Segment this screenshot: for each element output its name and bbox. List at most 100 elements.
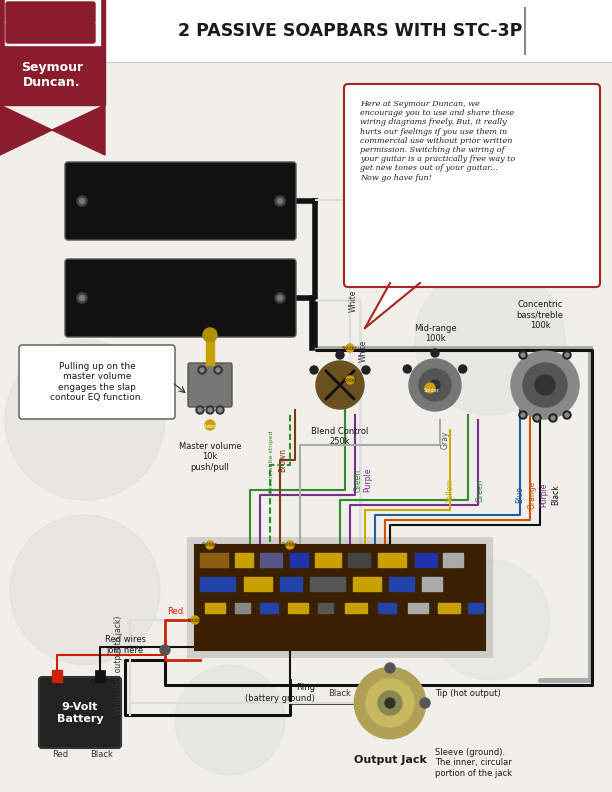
Circle shape xyxy=(336,351,344,359)
Circle shape xyxy=(208,408,212,412)
Bar xyxy=(235,603,250,613)
Text: Concentric
bass/treble
100k: Concentric bass/treble 100k xyxy=(517,300,564,330)
Text: Black: Black xyxy=(551,485,561,505)
Circle shape xyxy=(277,295,283,300)
Text: Solder: Solder xyxy=(198,424,216,428)
Text: Green/white striped: Green/white striped xyxy=(269,431,275,493)
Circle shape xyxy=(403,365,411,373)
Circle shape xyxy=(523,363,567,407)
Circle shape xyxy=(385,698,395,708)
Circle shape xyxy=(198,366,206,374)
Circle shape xyxy=(521,413,525,417)
Text: Purple: Purple xyxy=(540,483,548,507)
Polygon shape xyxy=(52,105,105,155)
Bar xyxy=(378,603,396,613)
Bar xyxy=(0,0,105,105)
FancyBboxPatch shape xyxy=(6,22,95,43)
Text: Solder: Solder xyxy=(187,618,203,623)
Bar xyxy=(378,553,406,567)
Circle shape xyxy=(378,691,402,715)
Circle shape xyxy=(214,366,222,374)
Text: Blue: Blue xyxy=(515,486,524,504)
Bar xyxy=(280,577,302,591)
Text: Yellow: Yellow xyxy=(446,478,455,502)
Circle shape xyxy=(565,353,569,357)
Circle shape xyxy=(196,406,204,414)
Text: White (hot output to jack): White (hot output to jack) xyxy=(113,615,122,714)
Text: Red wires
join here: Red wires join here xyxy=(105,635,146,655)
Bar xyxy=(195,545,485,650)
Text: Red: Red xyxy=(52,750,68,759)
FancyBboxPatch shape xyxy=(19,345,175,419)
Text: Orange: Orange xyxy=(528,481,537,509)
Circle shape xyxy=(175,665,285,775)
Circle shape xyxy=(385,663,395,673)
Circle shape xyxy=(203,328,217,342)
Bar xyxy=(353,577,381,591)
Text: Solder: Solder xyxy=(424,387,440,393)
Bar xyxy=(95,670,105,682)
Bar xyxy=(345,603,367,613)
Circle shape xyxy=(216,406,224,414)
Circle shape xyxy=(521,353,525,357)
Circle shape xyxy=(160,645,170,655)
Circle shape xyxy=(346,376,354,384)
FancyBboxPatch shape xyxy=(65,259,296,337)
FancyBboxPatch shape xyxy=(344,84,600,287)
Circle shape xyxy=(409,359,461,411)
Text: Tip (hot output): Tip (hot output) xyxy=(435,688,501,698)
Circle shape xyxy=(346,344,354,352)
Bar xyxy=(200,553,228,567)
Circle shape xyxy=(5,340,165,500)
Circle shape xyxy=(549,414,557,422)
Text: Green: Green xyxy=(354,468,362,492)
Circle shape xyxy=(216,368,220,372)
Text: Green: Green xyxy=(476,478,485,501)
Bar xyxy=(187,537,493,658)
Text: Solder: Solder xyxy=(282,543,298,547)
Bar xyxy=(468,603,483,613)
Bar xyxy=(408,603,428,613)
Circle shape xyxy=(206,406,214,414)
Bar xyxy=(260,603,278,613)
Text: White: White xyxy=(348,290,357,312)
Text: Master volume
10k
push/pull: Master volume 10k push/pull xyxy=(179,442,241,472)
Text: Solder: Solder xyxy=(342,378,358,383)
Bar xyxy=(260,553,282,567)
Text: Blend Control
250k: Blend Control 250k xyxy=(312,427,368,447)
Bar xyxy=(310,577,345,591)
FancyBboxPatch shape xyxy=(39,677,121,748)
Circle shape xyxy=(533,414,541,422)
Text: Pulling up on the
master volume
engages the slap
contour EQ function.: Pulling up on the master volume engages … xyxy=(50,362,144,402)
Text: Sleeve (ground).
The inner, circular
portion of the jack: Sleeve (ground). The inner, circular por… xyxy=(435,748,512,778)
Circle shape xyxy=(277,199,283,204)
Circle shape xyxy=(355,668,425,738)
Bar xyxy=(443,553,463,567)
Text: Solder: Solder xyxy=(202,543,218,547)
Circle shape xyxy=(563,411,571,419)
Text: Mid-range
100k: Mid-range 100k xyxy=(414,324,457,343)
Circle shape xyxy=(205,420,215,430)
Circle shape xyxy=(362,366,370,374)
Bar xyxy=(438,603,460,613)
Bar xyxy=(244,577,272,591)
Bar xyxy=(288,603,308,613)
Bar xyxy=(389,577,414,591)
Circle shape xyxy=(535,416,539,420)
FancyBboxPatch shape xyxy=(188,363,232,407)
Circle shape xyxy=(366,679,414,727)
Text: Brown: Brown xyxy=(278,448,288,472)
Text: Output Jack: Output Jack xyxy=(354,755,427,765)
Text: Purple: Purple xyxy=(364,468,373,492)
Text: Black: Black xyxy=(329,689,351,698)
Circle shape xyxy=(565,413,569,417)
Circle shape xyxy=(206,541,214,549)
Bar xyxy=(318,603,333,613)
Bar xyxy=(415,553,437,567)
Circle shape xyxy=(519,351,527,359)
Circle shape xyxy=(10,515,160,665)
Circle shape xyxy=(425,383,435,393)
Text: 2 PASSIVE SOAPBARS WITH STC-3P: 2 PASSIVE SOAPBARS WITH STC-3P xyxy=(178,22,522,40)
FancyBboxPatch shape xyxy=(6,2,95,23)
Circle shape xyxy=(77,196,87,206)
